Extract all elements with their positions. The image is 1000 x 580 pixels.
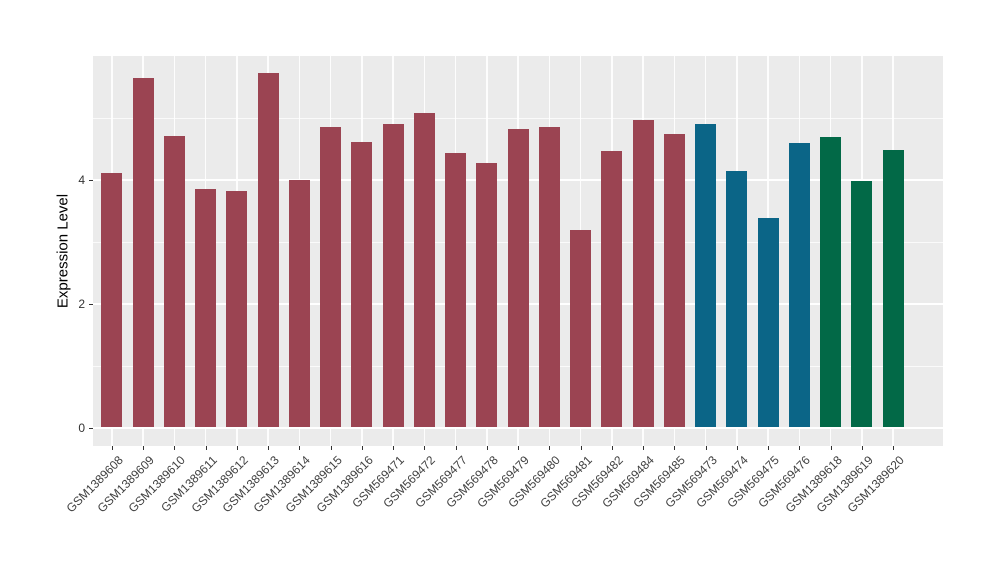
x-tick-mark bbox=[705, 446, 707, 450]
x-tick-mark bbox=[518, 446, 519, 450]
y-tick-label: 4 bbox=[78, 172, 85, 187]
x-tick-mark bbox=[736, 446, 738, 450]
bar bbox=[288, 179, 310, 428]
x-tick-mark bbox=[549, 446, 551, 450]
y-tick-mark bbox=[89, 427, 93, 429]
x-tick-mark bbox=[768, 446, 769, 450]
bar bbox=[257, 72, 279, 428]
x-tick-mark bbox=[486, 446, 488, 450]
x-tick-mark bbox=[174, 446, 176, 450]
bar bbox=[570, 230, 591, 428]
y-axis-title: Expression Level bbox=[54, 193, 72, 309]
y-tick-label: 2 bbox=[78, 296, 85, 311]
bar bbox=[601, 150, 623, 428]
x-tick-mark bbox=[236, 446, 238, 450]
bar bbox=[851, 181, 873, 428]
x-tick-mark bbox=[799, 446, 801, 450]
bar bbox=[507, 129, 529, 428]
bar bbox=[632, 120, 654, 428]
bar bbox=[226, 191, 248, 428]
y-tick-label: 0 bbox=[78, 420, 85, 435]
x-tick-mark bbox=[330, 446, 332, 450]
bar bbox=[882, 150, 904, 428]
x-tick-mark bbox=[611, 446, 613, 450]
bar bbox=[413, 113, 435, 428]
bar bbox=[163, 135, 185, 428]
bar bbox=[132, 78, 154, 428]
bar bbox=[663, 134, 685, 428]
x-tick-mark bbox=[580, 446, 582, 450]
x-tick-mark bbox=[861, 446, 863, 450]
x-tick-mark bbox=[361, 446, 363, 450]
bar bbox=[351, 141, 373, 428]
bar bbox=[445, 153, 466, 428]
x-tick-mark bbox=[424, 446, 426, 450]
x-tick-mark bbox=[674, 446, 676, 450]
bar bbox=[726, 171, 748, 428]
bar bbox=[695, 123, 716, 428]
x-tick-mark bbox=[205, 446, 207, 450]
bar bbox=[757, 218, 779, 428]
x-tick-mark bbox=[893, 446, 894, 450]
x-tick-mark bbox=[643, 446, 644, 450]
y-tick-mark bbox=[89, 179, 93, 181]
bar bbox=[382, 124, 404, 428]
x-tick-mark bbox=[455, 446, 457, 450]
x-tick-mark bbox=[830, 446, 832, 450]
bar bbox=[101, 173, 123, 428]
plot-panel bbox=[93, 56, 943, 446]
bar bbox=[320, 127, 341, 428]
x-tick-mark bbox=[111, 446, 113, 450]
x-tick-mark bbox=[299, 446, 301, 450]
x-tick-mark bbox=[143, 446, 144, 450]
y-tick-mark bbox=[89, 303, 93, 305]
x-tick-mark bbox=[268, 446, 269, 450]
bar bbox=[538, 126, 560, 428]
bar bbox=[195, 188, 216, 428]
bar bbox=[788, 143, 810, 428]
x-tick-mark bbox=[393, 446, 394, 450]
bar bbox=[476, 163, 498, 428]
bar bbox=[820, 136, 841, 428]
